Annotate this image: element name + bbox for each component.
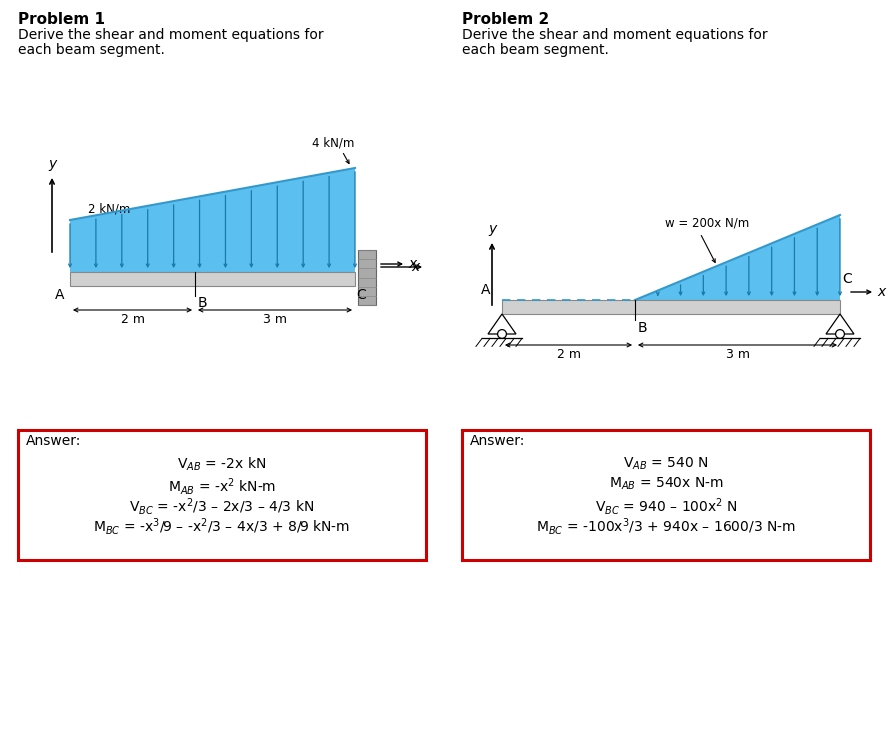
Text: V$_{AB}$ = 540 N: V$_{AB}$ = 540 N <box>623 456 709 472</box>
Text: Problem 1: Problem 1 <box>18 12 105 27</box>
Polygon shape <box>70 168 355 272</box>
Text: C: C <box>842 272 852 286</box>
Polygon shape <box>635 215 840 300</box>
Text: y: y <box>48 157 56 171</box>
FancyBboxPatch shape <box>462 430 870 560</box>
Text: B: B <box>638 321 647 335</box>
Text: y: y <box>488 222 496 236</box>
Text: A: A <box>480 283 490 297</box>
Text: M$_{AB}$ = -x$^{2}$ kN-m: M$_{AB}$ = -x$^{2}$ kN-m <box>168 476 276 497</box>
Polygon shape <box>502 300 840 314</box>
Text: M$_{BC}$ = -x$^{3}$/9 – -x$^{2}$/3 – 4x/3 + 8/9 kN-m: M$_{BC}$ = -x$^{3}$/9 – -x$^{2}$/3 – 4x/… <box>93 516 351 537</box>
Text: M$_{BC}$ = -100x$^{3}$/3 + 940x – 1600/3 N-m: M$_{BC}$ = -100x$^{3}$/3 + 940x – 1600/3… <box>536 516 796 537</box>
Text: Answer:: Answer: <box>470 434 526 448</box>
Polygon shape <box>488 314 516 334</box>
Text: 2 m: 2 m <box>121 313 145 326</box>
Text: Derive the shear and moment equations for: Derive the shear and moment equations fo… <box>18 28 323 42</box>
Text: x: x <box>408 257 416 271</box>
Text: Problem 2: Problem 2 <box>462 12 550 27</box>
Text: 4 kN/m: 4 kN/m <box>312 137 354 150</box>
Circle shape <box>497 330 506 339</box>
Text: A: A <box>54 288 64 302</box>
Circle shape <box>836 330 844 339</box>
Text: V$_{AB}$ = -2x kN: V$_{AB}$ = -2x kN <box>178 456 266 474</box>
Text: V$_{BC}$ = 940 – 100x$^{2}$ N: V$_{BC}$ = 940 – 100x$^{2}$ N <box>594 496 738 517</box>
Text: x: x <box>877 285 885 299</box>
Text: C: C <box>356 288 366 302</box>
Text: each beam segment.: each beam segment. <box>18 43 165 57</box>
Text: M$_{AB}$ = 540x N-m: M$_{AB}$ = 540x N-m <box>608 476 724 492</box>
Text: Derive the shear and moment equations for: Derive the shear and moment equations fo… <box>462 28 767 42</box>
Text: 2 m: 2 m <box>557 348 581 361</box>
Polygon shape <box>358 250 376 305</box>
FancyBboxPatch shape <box>18 430 426 560</box>
Text: 2 kN/m: 2 kN/m <box>88 202 131 215</box>
Text: V$_{BC}$ = -x$^{2}$/3 – 2x/3 – 4/3 kN: V$_{BC}$ = -x$^{2}$/3 – 2x/3 – 4/3 kN <box>130 496 314 517</box>
Polygon shape <box>70 272 355 286</box>
Text: 3 m: 3 m <box>263 313 287 326</box>
Text: w = 200x N/m: w = 200x N/m <box>665 217 749 230</box>
Text: B: B <box>198 296 208 310</box>
Text: Answer:: Answer: <box>26 434 82 448</box>
Polygon shape <box>826 314 854 334</box>
Text: 3 m: 3 m <box>725 348 749 361</box>
Text: each beam segment.: each beam segment. <box>462 43 609 57</box>
Text: x: x <box>411 260 419 274</box>
